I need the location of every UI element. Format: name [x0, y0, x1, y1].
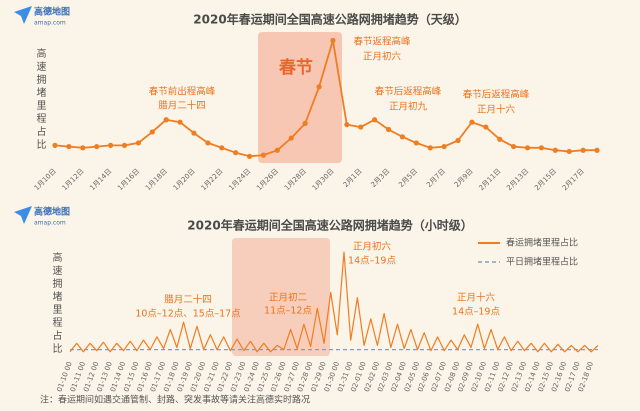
data-point [330, 37, 336, 44]
data-point [399, 134, 406, 140]
x-tick-label: 2月15日 [533, 167, 558, 192]
logo-name: 高德地图 [34, 6, 70, 18]
annotation: 11点–12点 [264, 306, 312, 317]
x-tick-label: 2月5日 [397, 167, 419, 189]
annotation: 腊月二十四 [158, 100, 206, 112]
annotation: 10点–12点、15点–17点 [135, 309, 241, 320]
data-point [524, 145, 531, 151]
highlight-band [232, 238, 330, 356]
annotation: 春节后返程高峰 [375, 86, 442, 98]
data-point [455, 137, 461, 144]
annotation: 14点–19点 [452, 307, 500, 318]
data-point [94, 143, 100, 150]
y-axis-label: 高速拥堵里程占比 [50, 251, 62, 356]
annotation: 正月十六 [457, 292, 496, 304]
x-tick-label: 2月7日 [425, 167, 447, 189]
logo-icon [14, 6, 32, 24]
annotation: 春节前出程高峰 [149, 86, 216, 98]
x-tick-label: 1月20日 [172, 167, 197, 192]
x-tick-label: 1月14日 [88, 167, 113, 192]
data-point [163, 117, 169, 123]
data-point [52, 142, 58, 148]
x-tick-label: 1月12日 [61, 167, 86, 192]
data-point [344, 122, 350, 128]
data-point [302, 120, 308, 126]
logo-url: amap.com [34, 20, 66, 27]
data-point [288, 135, 294, 141]
data-point [538, 145, 545, 151]
data-point [483, 124, 489, 130]
chart-title: 2020年春运期间全国高速公路网拥堵趋势（小时级） [187, 218, 472, 233]
annotation: 正月初二 [269, 292, 307, 304]
data-point [66, 143, 72, 150]
x-tick-label: 1月10日 [33, 167, 58, 192]
annotation: 正月初六 [353, 241, 392, 253]
x-tick-label: 2月1日 [342, 167, 364, 189]
logo-icon [14, 206, 32, 224]
data-point [191, 130, 197, 136]
x-tick-label: 1月28日 [283, 167, 308, 192]
x-tick-label: 2月3日 [370, 167, 392, 189]
x-tick-label: 1月30日 [311, 167, 336, 192]
logo-name: 高德地图 [34, 206, 70, 218]
legend-label: 平日拥堵里程占比 [506, 256, 578, 268]
x-tick-label: 1月22日 [200, 167, 225, 192]
x-tick-label: 2月11日 [478, 167, 503, 192]
data-point [135, 140, 141, 146]
y-axis-label: 高速拥堵里程占比 [34, 47, 46, 152]
x-tick-label: 1月24日 [227, 167, 252, 192]
x-tick-label: 2月17日 [561, 167, 586, 192]
x-tick-label: 1月18日 [144, 167, 169, 192]
data-point [80, 145, 86, 151]
data-point [219, 145, 225, 151]
logo: 高德地图 amap.com [14, 6, 70, 27]
data-point [372, 117, 378, 123]
x-tick-label: 1月16日 [116, 167, 141, 192]
annotation: 14点–19点 [348, 256, 396, 267]
annotation: 正月十六 [477, 104, 516, 116]
x-tick-label: 2月13日 [505, 167, 530, 192]
highlight-label: 春节 [279, 57, 313, 78]
highlight-band [258, 32, 342, 163]
logo-url: amap.com [34, 220, 66, 227]
data-point [177, 119, 183, 125]
data-point [511, 143, 517, 150]
data-point [566, 148, 572, 155]
chart-title: 2020年春运期间全国高速公路网拥堵趋势（天级） [193, 12, 466, 27]
annotation: 腊月二十四 [164, 294, 212, 306]
data-point [385, 126, 392, 133]
data-point [121, 142, 128, 148]
data-point [358, 124, 364, 130]
data-point [469, 119, 475, 125]
data-point [497, 136, 503, 142]
data-point [233, 150, 239, 156]
data-line [69, 251, 599, 353]
data-point [260, 152, 267, 158]
logo: 高德地图 amap.com [14, 206, 70, 227]
data-point [594, 147, 600, 153]
data-point [413, 140, 419, 146]
data-point [441, 143, 447, 150]
data-point [107, 142, 114, 148]
data-point [427, 145, 433, 151]
annotation: 正月初六 [363, 51, 402, 63]
x-tick-label: 2月9日 [453, 167, 475, 189]
data-point [316, 84, 322, 90]
annotation: 春节返程高峰 [353, 36, 411, 48]
data-point [552, 147, 558, 153]
x-tick-label: 1月26日 [255, 167, 280, 192]
data-point [274, 147, 280, 153]
data-point [149, 129, 155, 135]
legend-label: 春运拥堵里程占比 [506, 237, 578, 249]
annotation: 正月初九 [389, 101, 428, 113]
annotation: 春节后返程高峰 [463, 89, 530, 101]
data-point [580, 147, 586, 153]
data-point [205, 140, 211, 146]
data-point [246, 153, 253, 159]
data-line [54, 39, 597, 158]
footnote: 注：春运期间如遇交通管制、封路、突发事故等请关注高德实时路况 [40, 394, 310, 406]
